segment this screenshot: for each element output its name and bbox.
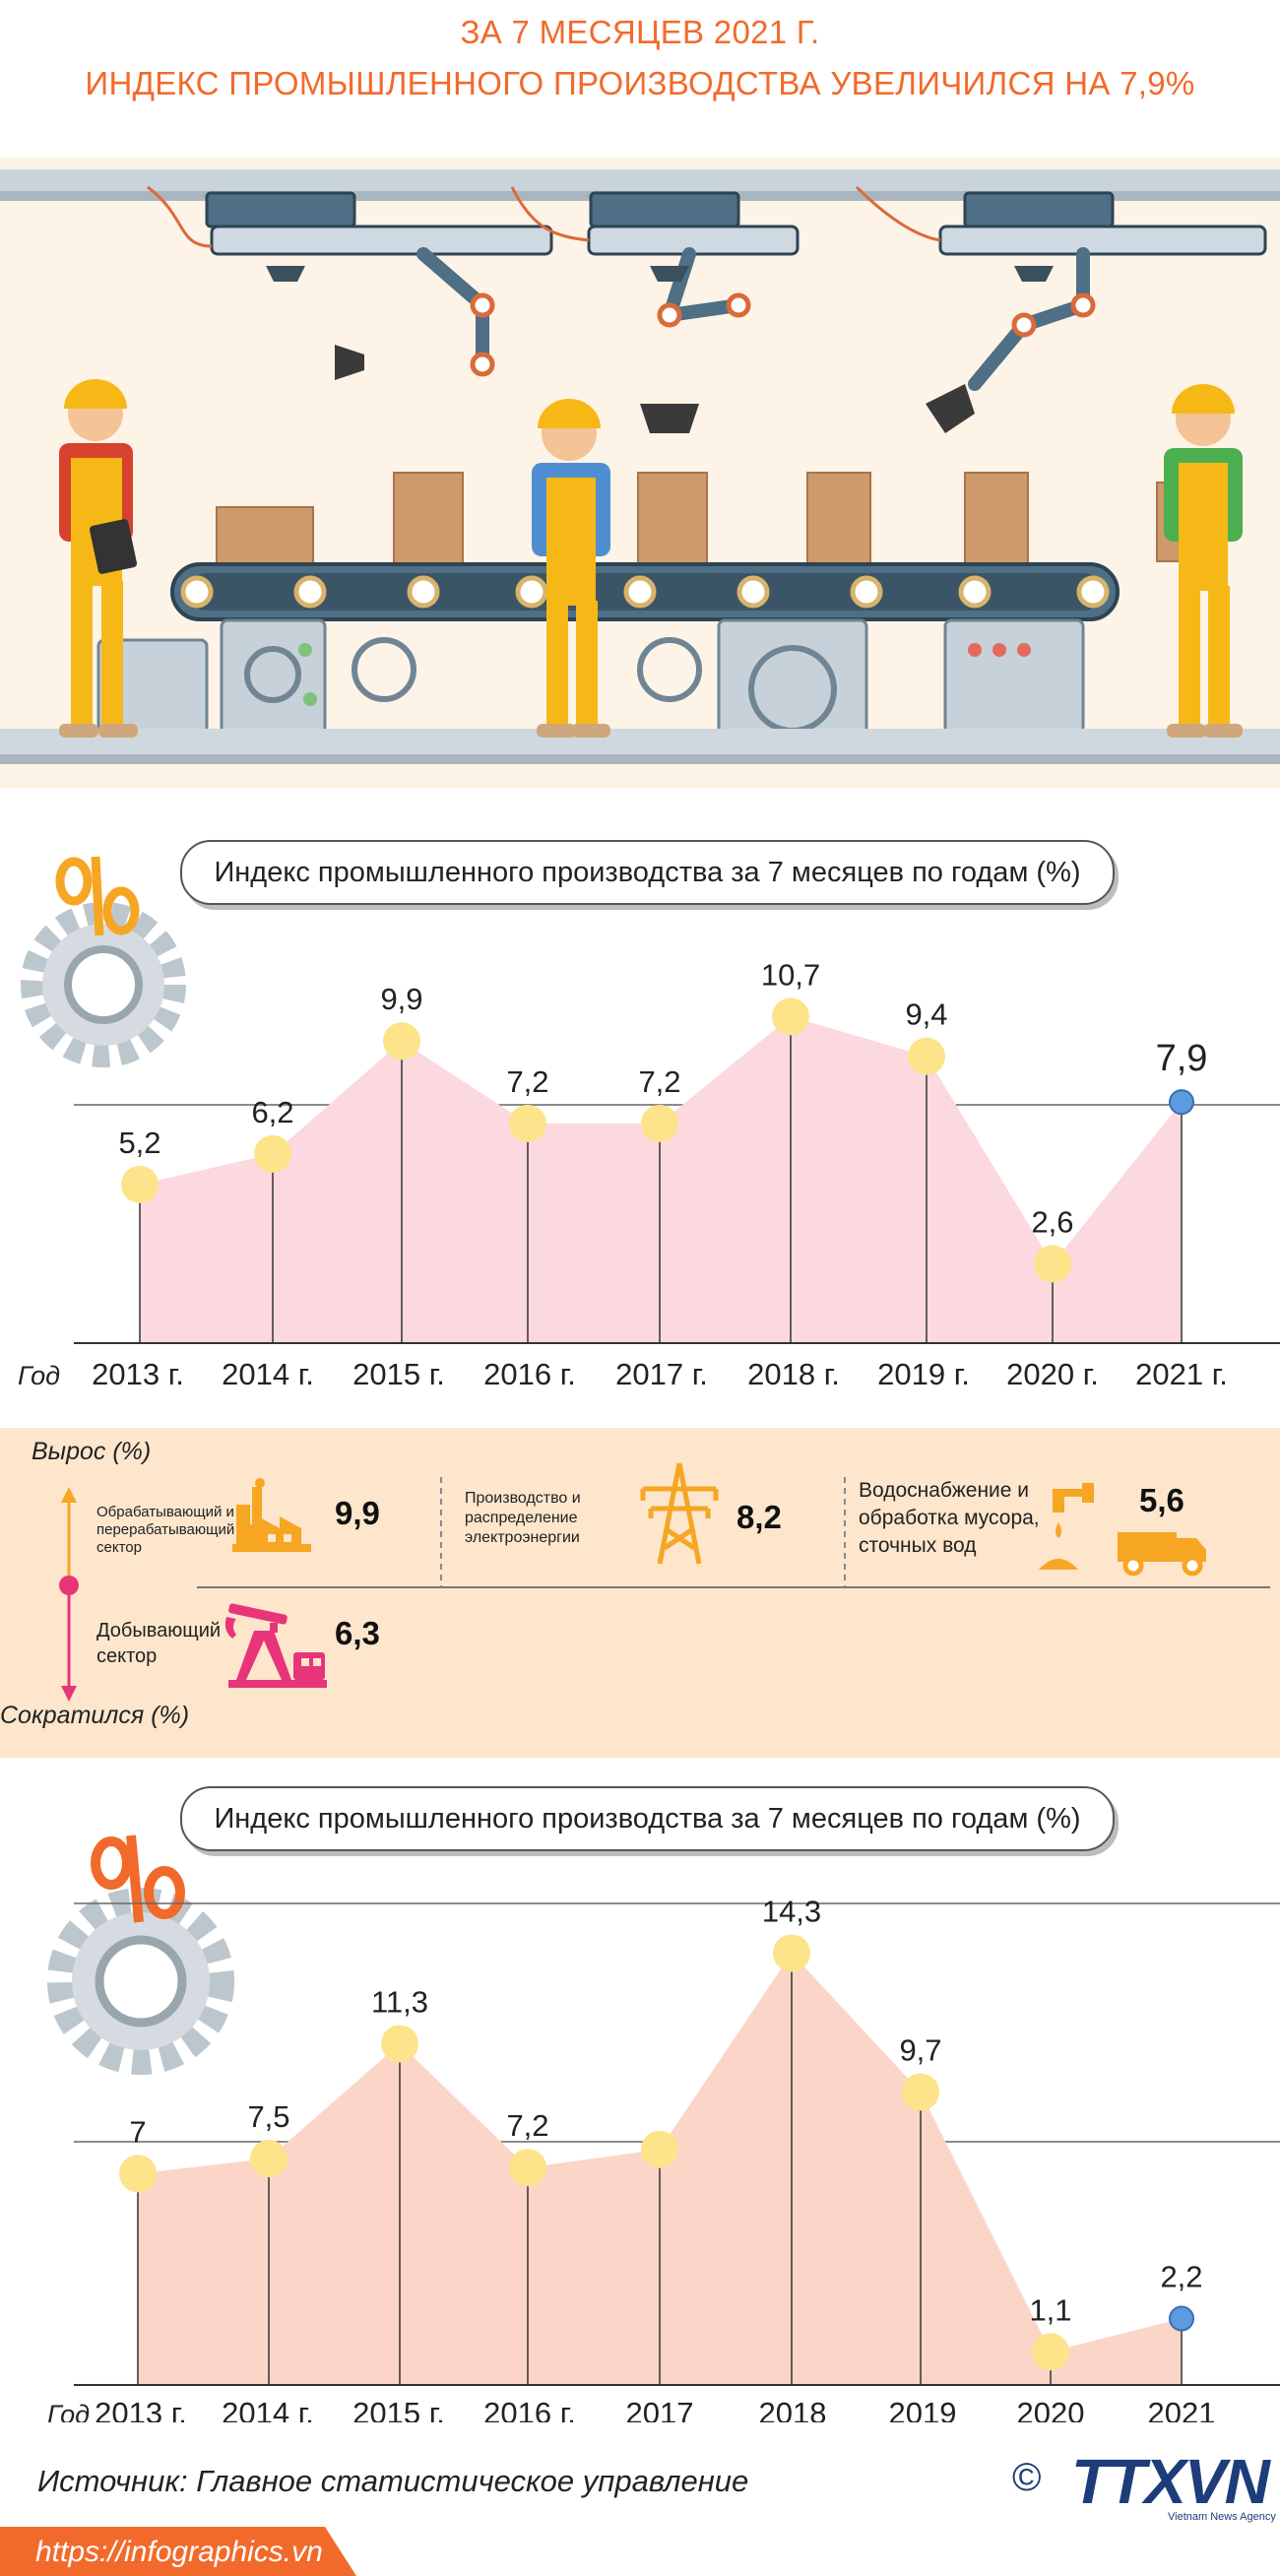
chart-2-category-label: 2019	[889, 2396, 957, 2422]
chart-2-point	[509, 2149, 546, 2187]
header-line-1: ЗА 7 МЕСЯЦЕВ 2021 Г.	[460, 14, 820, 50]
chart-1-point	[1034, 1245, 1071, 1283]
chart-1-value-label: 7,2	[638, 1064, 680, 1099]
sector-manufacturing-value: 9,9	[335, 1495, 380, 1531]
chart-1-value-label: 2,6	[1031, 1204, 1073, 1239]
chart-1: 5,2 2013 г. 6,2 2014 г. 9,9 2015 г. 7,2 2016 г.…	[18, 856, 1280, 1391]
chart-2-category-label: 2013 г.	[95, 2396, 187, 2422]
chart-2: 7 2013 г. 7,5 2014 г. 11,3 2015 г. 7,2 2016 г. 2…	[47, 1835, 1280, 2422]
chart-1-category-label: 2013 г.	[92, 1357, 184, 1391]
chart-1-category-label: 2016 г.	[483, 1357, 576, 1391]
chart-2-value-label: 1,1	[1029, 2292, 1071, 2327]
header-line-2: ИНДЕКС ПРОМЫШЛЕННОГО ПРОИЗВОДСТВА УВЕЛИЧ…	[85, 65, 1195, 101]
chart-2-category-label: 2017	[626, 2396, 694, 2422]
chart-2-point	[381, 2025, 418, 2063]
chart-1-title: Индекс промышленного производства за 7 м…	[180, 840, 1115, 905]
sector-water-name: Водоснабжение и обработка мусора, сточны…	[859, 1479, 1040, 1557]
chart-2-x-axis-label: Год	[47, 2400, 90, 2422]
chart-2-point	[641, 2130, 678, 2168]
chart-2-point	[1169, 2305, 1194, 2332]
chart-1-point	[121, 1165, 159, 1203]
power-tower-icon	[640, 1462, 719, 1565]
chart-1-value-label: 7,2	[506, 1064, 548, 1099]
website-link[interactable]: https://infographics.vn	[35, 2536, 323, 2568]
chart-2-value-label: 2,2	[1160, 2260, 1202, 2294]
ttxvn-logo-subtitle: Vietnam News Agency	[1168, 2511, 1276, 2523]
chart-1-point	[1169, 1089, 1194, 1116]
growth-label: Вырос (%)	[32, 1438, 152, 1465]
chart-1-point	[383, 1022, 420, 1061]
chart-2-value-label: 11,3	[371, 1984, 428, 2019]
sector-mining-name: Добывающий сектор	[96, 1620, 222, 1667]
chart-1-category-label: 2020 г.	[1006, 1357, 1099, 1391]
chart-2-value-label: 7,5	[247, 2099, 289, 2134]
chart-1-area	[140, 1016, 1182, 1343]
chart-2-point	[902, 2073, 939, 2111]
chart-1-value-label: 5,2	[118, 1126, 160, 1160]
worker-right	[1164, 384, 1243, 738]
chart-1-point	[641, 1104, 678, 1142]
chart-2-category-label: 2014 г.	[222, 2396, 314, 2422]
worker-middle	[532, 399, 610, 738]
chart-2-category-label: 2020	[1017, 2396, 1085, 2422]
chart-2-category-label: 2015 г.	[352, 2396, 445, 2422]
chart-2-value-label: 7	[129, 2114, 146, 2149]
sector-axis	[59, 1477, 1270, 1702]
chart-1-point	[254, 1134, 291, 1173]
chart-1-x-axis-label: Год	[18, 1361, 60, 1390]
gear-percent-icon-1	[21, 856, 186, 1067]
chart-1-value-label: 9,9	[380, 982, 422, 1016]
worker-left	[59, 379, 138, 738]
url-bar	[0, 2527, 356, 2576]
chart-1-point	[772, 998, 809, 1036]
source-text: Источник: Главное статистическое управле…	[37, 2464, 749, 2498]
chart-2-point	[1032, 2333, 1069, 2371]
chart-2-point	[773, 1934, 810, 1972]
chart-1-point	[908, 1037, 945, 1075]
water-tap-truck-icon	[1039, 1483, 1206, 1577]
factory-illustration	[0, 158, 1280, 788]
chart-1-category-label: 2019 г.	[877, 1357, 970, 1391]
copyright-symbol: ©	[1012, 2456, 1042, 2499]
chart-1-category-label: 2014 г.	[222, 1357, 314, 1391]
chart-1-point	[509, 1104, 546, 1142]
sector-water-value: 5,6	[1139, 1482, 1184, 1518]
chart-2-title: Индекс промышленного производства за 7 м…	[180, 1786, 1115, 1851]
chart-2-point	[250, 2140, 288, 2177]
chart-2-category-label: 2018	[759, 2396, 827, 2422]
chart-1-category-label: 2017 г.	[615, 1357, 708, 1391]
chart-2-category-label: 2021	[1148, 2396, 1216, 2422]
chart-2-category-label: 2016 г.	[483, 2396, 576, 2422]
gear-percent-icon-2	[47, 1835, 234, 2075]
ttxvn-logo: TTXVN	[1071, 2446, 1270, 2517]
chart-1-category-label: 2018 г.	[747, 1357, 840, 1391]
sector-mining-value: 6,3	[335, 1615, 380, 1651]
sector-band	[0, 1428, 1280, 1758]
chart-1-value-label: 6,2	[251, 1095, 293, 1129]
chart-2-value-label: 14,3	[762, 1894, 821, 1928]
sector-manufacturing-name: Обрабатывающий и перерабатывающий сектор	[96, 1504, 235, 1556]
chart-2-value-label: 7,2	[506, 2108, 548, 2143]
factory-icon	[232, 1478, 311, 1552]
chart-1-value-label: 10,7	[761, 957, 820, 992]
chart-2-value-label: 9,7	[899, 2033, 941, 2068]
sector-electricity-name: Производство и распределение электроэнер…	[465, 1490, 581, 1546]
sector-electricity-value: 8,2	[736, 1499, 782, 1535]
chart-1-category-label: 2015 г.	[352, 1357, 445, 1391]
chart-1-value-label: 9,4	[905, 998, 947, 1032]
chart-1-category-label: 2021 г.	[1135, 1357, 1228, 1391]
decline-label: Сократился (%)	[0, 1702, 190, 1729]
chart-2-point	[119, 2155, 157, 2193]
chart-1-value-label: 7,9	[1156, 1038, 1208, 1079]
oil-pump-icon	[224, 1603, 327, 1688]
